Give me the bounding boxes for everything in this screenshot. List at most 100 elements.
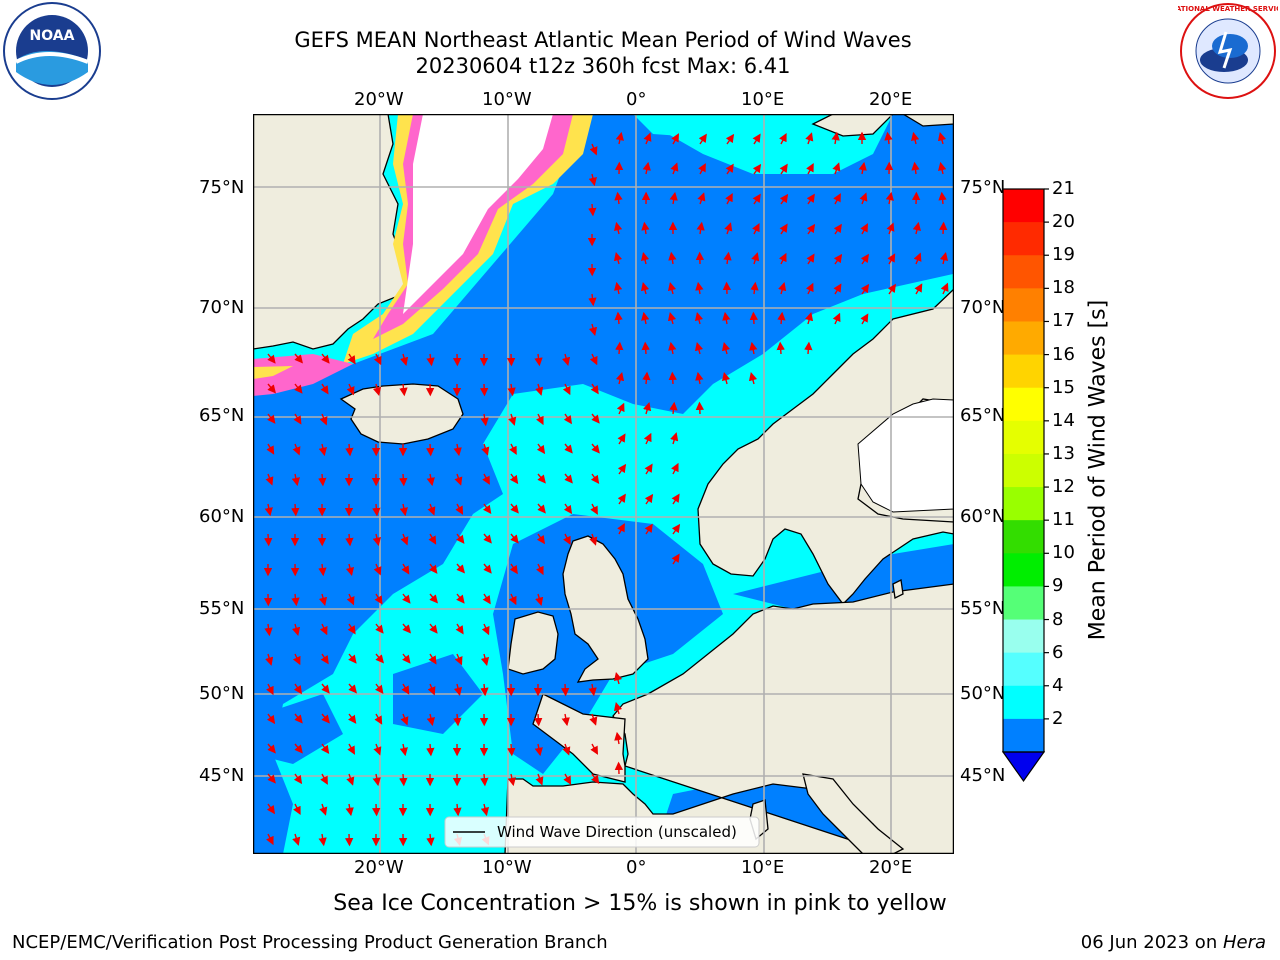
wind-wave-arrow <box>668 371 677 385</box>
lon-tick-top-20w: 20°W <box>354 89 404 110</box>
wind-wave-arrow <box>724 222 733 235</box>
colorbar-tick-label: 14 <box>1052 409 1075 431</box>
wind-wave-arrow <box>375 623 384 634</box>
wind-wave-arrow <box>400 533 409 546</box>
wind-wave-arrow <box>426 743 435 757</box>
wind-wave-arrow <box>345 803 354 817</box>
wind-wave-arrow <box>480 773 489 787</box>
wind-wave-arrow <box>456 533 465 544</box>
wind-wave-arrow <box>588 683 597 697</box>
wind-wave-arrow <box>265 653 274 666</box>
wind-wave-arrow <box>456 593 465 604</box>
wind-wave-arrow <box>319 803 328 816</box>
wind-wave-arrow <box>617 433 626 445</box>
wind-wave-arrow <box>723 251 732 265</box>
wind-wave-arrow <box>806 253 815 265</box>
wind-wave-arrow <box>318 473 327 487</box>
lon-tick-bottom-10e: 10°E <box>741 857 785 878</box>
wind-wave-arrow <box>562 383 571 396</box>
wind-wave-arrow <box>292 443 301 456</box>
wind-wave-arrow <box>483 563 492 574</box>
wind-wave-arrow <box>860 253 869 265</box>
wind-wave-arrow <box>640 282 650 295</box>
lat-tick-right-65: 65°N <box>960 405 1006 426</box>
wind-wave-arrow <box>427 683 436 696</box>
lat-tick-left-65: 65°N <box>199 405 245 426</box>
wind-wave-arrow <box>320 383 329 395</box>
wind-wave-arrow <box>833 193 841 205</box>
wind-wave-arrow <box>590 503 598 515</box>
wind-wave-arrow <box>372 803 381 817</box>
wind-wave-arrow <box>563 413 572 425</box>
wind-wave-arrow <box>617 523 625 535</box>
wind-wave-arrow <box>453 713 462 727</box>
wind-wave-arrow <box>833 283 842 295</box>
wind-wave-arrow <box>777 311 786 325</box>
lat-tick-right-55: 55°N <box>960 598 1006 619</box>
wind-wave-arrow <box>562 743 571 756</box>
colorbar-tick-label: 19 <box>1052 244 1075 266</box>
wind-wave-arrow <box>318 833 327 847</box>
lat-tick-left-50: 50°N <box>199 683 245 704</box>
wind-wave-arrow <box>400 713 409 726</box>
wind-wave-arrow <box>913 252 922 265</box>
colorbar-band <box>1003 453 1044 488</box>
wind-wave-arrow <box>453 443 462 457</box>
wind-wave-arrow <box>372 383 382 396</box>
wind-wave-arrow <box>455 503 464 515</box>
wind-wave-arrow <box>642 371 651 385</box>
wind-wave-arrow <box>859 192 868 205</box>
wind-wave-arrow <box>266 833 274 846</box>
wind-wave-arrow <box>887 283 896 295</box>
footer-credit: NCEP/EMC/Verification Post Processing Pr… <box>12 932 608 953</box>
wind-wave-arrow <box>373 353 382 366</box>
wind-wave-arrow <box>561 713 570 727</box>
colorbar-tick-label: 12 <box>1052 476 1075 498</box>
wind-wave-arrow <box>613 702 623 715</box>
wind-wave-arrow <box>481 623 490 636</box>
wind-wave-arrow <box>615 341 624 355</box>
wind-wave-arrow <box>320 773 328 785</box>
wind-wave-arrow <box>346 593 355 606</box>
lon-tick-bottom-10w: 10°W <box>482 857 532 878</box>
colorbar-band <box>1003 520 1044 554</box>
wind-wave-arrow <box>510 533 519 544</box>
wind-wave-arrow <box>643 132 652 145</box>
wind-wave-arrow <box>399 773 408 787</box>
wind-wave-arrow <box>345 563 355 577</box>
wind-wave-arrow <box>671 133 679 145</box>
wind-wave-arrow <box>885 191 894 205</box>
lat-tick-left-55: 55°N <box>199 598 245 619</box>
colorbar-band <box>1003 685 1044 720</box>
wind-wave-arrow <box>507 743 516 757</box>
wind-wave-arrow <box>671 462 679 475</box>
colorbar-band <box>1003 189 1044 223</box>
wind-wave-arrow <box>614 731 623 745</box>
lon-tick-top-20e: 20°E <box>869 89 913 110</box>
wind-wave-arrow <box>804 341 813 355</box>
wind-wave-arrow <box>779 193 789 205</box>
colorbar-tick-label: 9 <box>1052 575 1064 597</box>
wind-wave-arrow <box>375 653 385 664</box>
map-legend: Wind Wave Direction (unscaled) <box>444 816 760 848</box>
wind-wave-arrow <box>428 533 437 545</box>
lon-tick-top-0: 0° <box>626 89 647 110</box>
wind-wave-arrow <box>886 222 895 235</box>
colorbar-band <box>1003 553 1044 587</box>
wind-wave-arrow <box>591 443 600 454</box>
wind-wave-arrow <box>482 593 491 605</box>
wind-wave-arrow <box>615 372 625 385</box>
wind-wave-arrow <box>507 773 516 787</box>
wind-wave-arrow <box>725 163 734 175</box>
wind-wave-arrow <box>266 683 274 696</box>
wind-wave-arrow <box>671 493 680 505</box>
wind-wave-arrow <box>401 563 410 575</box>
wind-wave-arrow <box>318 563 327 577</box>
wind-wave-arrow <box>536 563 544 576</box>
wind-wave-arrow <box>589 713 598 726</box>
colorbar-tick-label: 13 <box>1052 442 1075 464</box>
wind-wave-arrow <box>644 493 654 505</box>
wind-wave-arrow <box>534 353 543 367</box>
wind-wave-arrow <box>564 473 573 484</box>
wind-wave-arrow <box>428 653 437 665</box>
